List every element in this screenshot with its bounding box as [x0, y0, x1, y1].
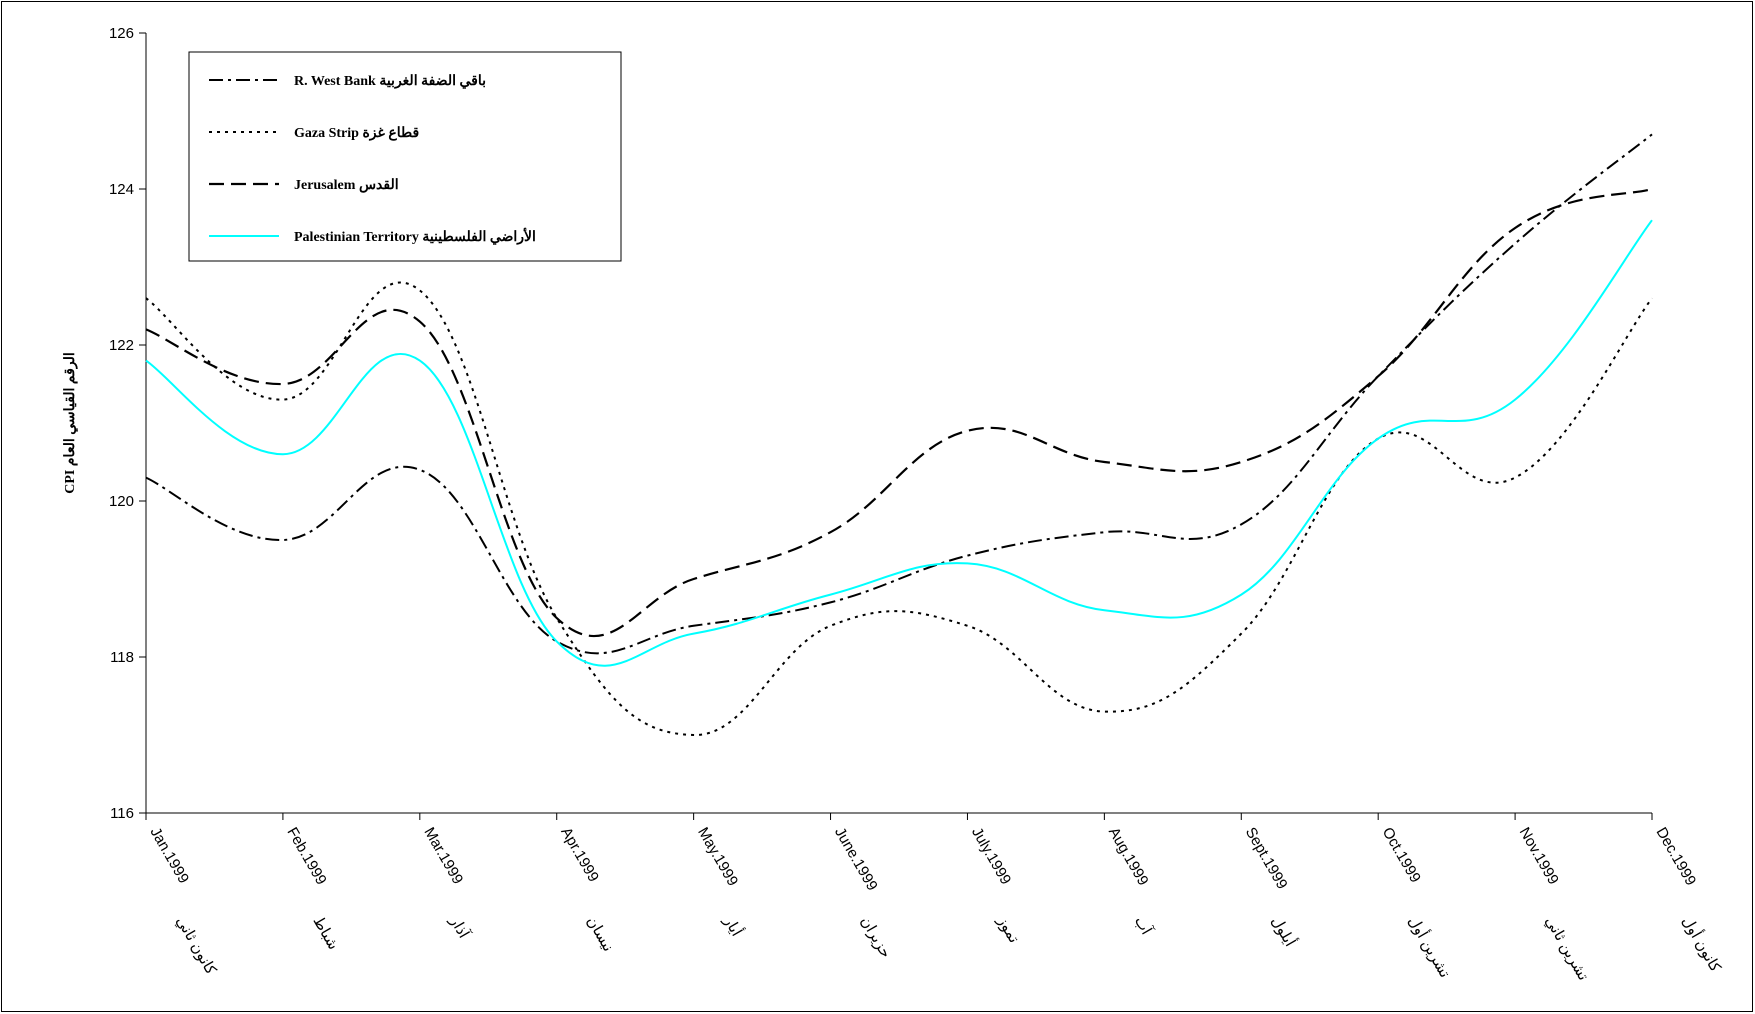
- x-tick-label-group: Apr.1999 نيسان: [557, 825, 617, 955]
- x-tick-label: Apr.1999: [557, 825, 602, 886]
- x-tick-label: May.1999: [694, 825, 741, 890]
- x-tick-label-arabic: تشرين ثاني: [1542, 913, 1592, 983]
- legend-label: Gaza Strip قطاع غزة: [294, 126, 419, 141]
- x-tick-label-arabic: تموز: [993, 913, 1022, 946]
- x-tick-label: Mar.1999: [420, 825, 466, 888]
- x-tick-label: Nov.1999: [1516, 825, 1562, 888]
- x-tick-label: Aug.1999: [1105, 825, 1152, 889]
- series-line-4: [145, 219, 1653, 667]
- y-axis-title: CPI الرقم القياسي العام: [63, 352, 78, 493]
- series-line-1: [145, 133, 1653, 655]
- x-tick-label-arabic: كانون ثاني: [172, 913, 219, 978]
- x-tick-label-arabic: أيلول: [1268, 912, 1300, 949]
- x-tick-label-group: July.1999 تموز: [968, 825, 1023, 947]
- legend-label: R. West Bank باقي الضفة الغربية: [294, 74, 486, 89]
- x-tick-label: Dec.1999: [1653, 825, 1700, 889]
- x-tick-label: Jan.1999: [147, 825, 193, 887]
- x-tick-label-arabic: آذار: [446, 912, 474, 942]
- x-tick-label: Feb.1999: [283, 825, 329, 888]
- x-tick-label-arabic: آب: [1131, 913, 1156, 939]
- x-tick-label-group: Sept.1999 أيلول: [1242, 825, 1300, 950]
- x-tick-label-group: Jan.1999 كانون ثاني: [147, 825, 220, 979]
- series-line-2: [145, 281, 1653, 737]
- series-lines: [145, 133, 1653, 737]
- x-tick-label: June.1999: [831, 825, 881, 894]
- x-tick-label: July.1999: [968, 825, 1014, 888]
- x-tick-label-group: Feb.1999 شباط: [283, 825, 341, 953]
- x-tick-label: Sept.1999: [1242, 825, 1291, 893]
- legend-label: Jerusalem القدس: [294, 178, 399, 193]
- x-tick-label-arabic: حزيران: [857, 913, 894, 961]
- y-tick-label: 116: [110, 805, 134, 822]
- x-tick-label-group: Oct.1999 تشرين أول: [1379, 825, 1455, 981]
- y-tick-label: 126: [109, 25, 134, 42]
- y-tick-label: 124: [109, 181, 134, 198]
- legend-label: Palestinian Territory الأراضي الفلسطينية: [294, 227, 536, 245]
- x-tick-label: Oct.1999: [1379, 825, 1424, 886]
- x-tick-label-arabic: شباط: [309, 913, 341, 952]
- x-tick-label-group: Nov.1999 تشرين ثاني: [1516, 825, 1592, 984]
- x-tick-label-arabic: كانون أول: [1678, 912, 1725, 975]
- legend: R. West Bank باقي الضفة الغربية Gaza Stri…: [188, 51, 622, 262]
- y-tick-label: 122: [109, 337, 134, 354]
- y-tick-label: 120: [109, 493, 134, 510]
- x-tick-label-group: June.1999 حزيران: [831, 825, 894, 962]
- x-tick-label-group: May.1999 أيار: [694, 825, 747, 940]
- legend-box: [188, 51, 622, 262]
- x-tick-label-group: Mar.1999 آذار: [420, 825, 474, 942]
- x-tick-label-group: Dec.1999 كانون أول: [1653, 825, 1726, 976]
- x-tick-label-group: Aug.1999 آب: [1105, 825, 1156, 939]
- x-tick-label-arabic: نيسان: [583, 913, 617, 954]
- x-tick-label-arabic: تشرين أول: [1405, 912, 1455, 980]
- x-tick-label-arabic: أيار: [720, 912, 747, 940]
- y-tick-label: 118: [110, 649, 134, 666]
- series-line-3: [145, 187, 1653, 638]
